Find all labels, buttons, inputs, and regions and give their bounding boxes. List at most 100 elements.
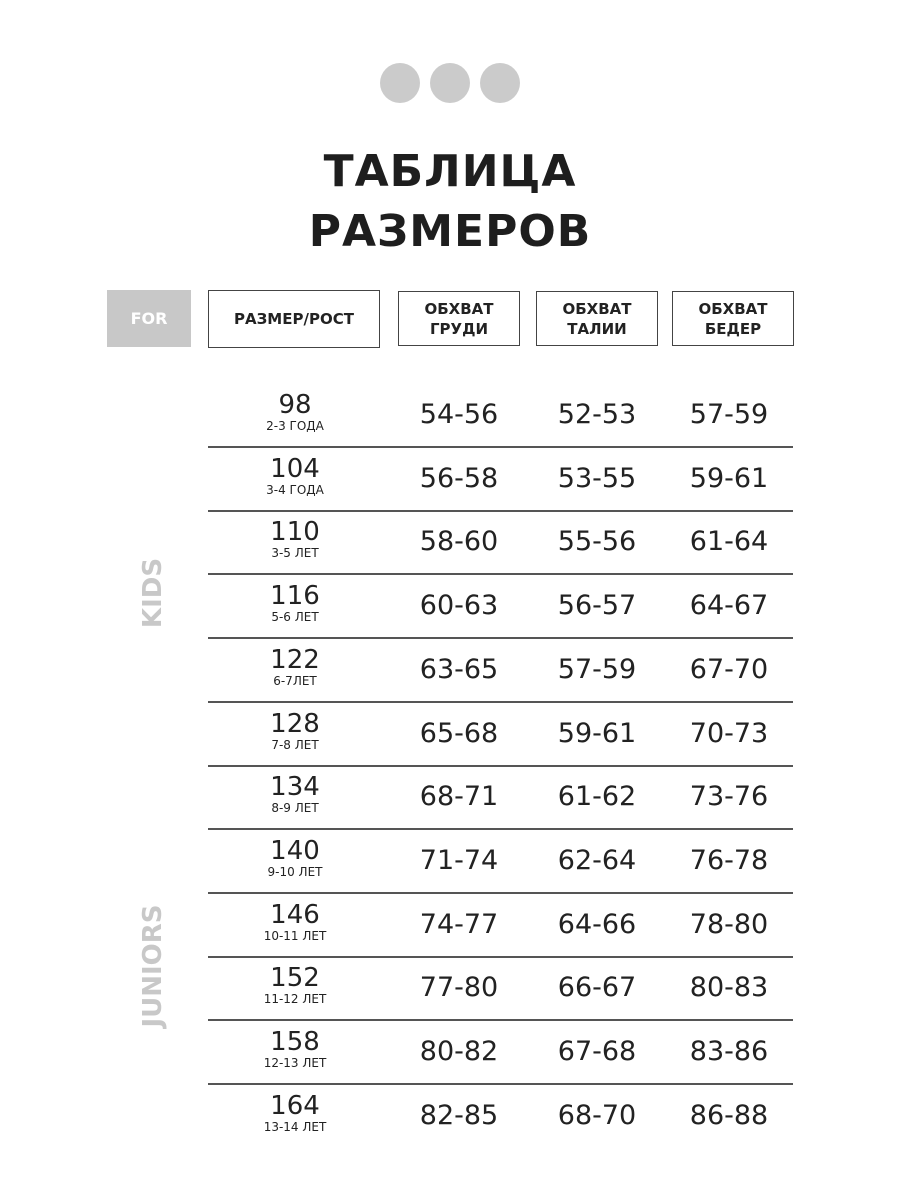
decorative-dot [380,63,420,103]
age-value: 5-6 ЛЕТ [271,610,319,625]
age-value: 11-12 ЛЕТ [263,992,327,1007]
waist-value: 62-64 [557,844,637,876]
chest-value: 56-58 [419,462,499,494]
hips-value: 78-80 [689,908,769,940]
waist-value: 57-59 [557,653,637,685]
waist-value: 53-55 [557,462,637,494]
size-cell: 122 6-7ЛЕТ [245,646,345,688]
table-row: 164 13-14 ЛЕТ 82-85 68-70 86-88 [208,1084,793,1147]
age-value: 9-10 ЛЕТ [267,864,323,879]
age-value: 3-5 ЛЕТ [271,546,319,561]
size-value: 104 [270,453,320,484]
age-value: 7-8 ЛЕТ [271,737,319,752]
header-waist-l1: ОБХВАТ [562,299,632,318]
header-chest-l2: ГРУДИ [429,319,489,338]
size-value: 152 [270,963,320,994]
hips-value: 64-67 [689,590,769,622]
waist-value: 61-62 [557,781,637,813]
hips-value: 57-59 [689,399,769,430]
waist-value: 56-57 [557,590,637,622]
waist-value: 52-53 [557,399,637,430]
decorative-dot [430,63,470,103]
size-cell: 152 11-12 ЛЕТ [245,964,345,1006]
size-value: 164 [270,1090,320,1121]
header-waist: ОБХВАТ ТАЛИИ [536,291,658,346]
age-value: 13-14 ЛЕТ [263,1119,327,1134]
page-title-line1: ТАБЛИЦА [323,146,577,197]
age-value: 8-9 ЛЕТ [271,801,319,816]
chest-value: 63-65 [419,653,499,685]
header-waist-l2: ТАЛИИ [567,319,627,338]
size-value: 128 [270,708,320,739]
hips-value: 61-64 [689,526,769,558]
hips-value: 73-76 [689,781,769,813]
decorative-dot [480,63,520,103]
header-chest: ОБХВАТ ГРУДИ [398,291,520,346]
chest-value: 58-60 [419,526,499,558]
chest-value: 77-80 [419,972,499,1004]
size-cell: 128 7-8 ЛЕТ [245,710,345,752]
table-row: 146 10-11 ЛЕТ 74-77 64-66 78-80 [208,893,793,958]
size-value: 146 [270,899,320,930]
table-row: 104 3-4 ГОДА 56-58 53-55 59-61 [208,447,793,512]
size-cell: 146 10-11 ЛЕТ [245,901,345,943]
age-value: 3-4 ГОДА [266,482,324,497]
hips-value: 59-61 [689,462,769,494]
table-row: 122 6-7ЛЕТ 63-65 57-59 67-70 [208,638,793,703]
hips-value: 80-83 [689,972,769,1004]
hips-value: 83-86 [689,1036,769,1067]
waist-value: 59-61 [557,717,637,749]
header-size: РАЗМЕР/РОСТ [208,290,380,348]
size-cell: 158 12-13 ЛЕТ [245,1028,345,1070]
header-hips-l1: ОБХВАТ [698,299,768,318]
chest-value: 54-56 [419,399,499,430]
header-size-label: РАЗМЕР/РОСТ [234,310,354,328]
size-cell: 134 8-9 ЛЕТ [245,773,345,815]
size-value: 140 [270,835,320,866]
table-row: 152 11-12 ЛЕТ 77-80 66-67 80-83 [208,956,793,1022]
size-value: 110 [270,517,320,548]
table-row: 134 8-9 ЛЕТ 68-71 61-62 73-76 [208,765,793,831]
header-hips: ОБХВАТ БЕДЕР [672,291,794,346]
size-value: 98 [278,390,312,420]
size-cell: 110 3-5 ЛЕТ [245,518,345,560]
header-chest-l1: ОБХВАТ [424,299,494,318]
age-value: 2-3 ГОДА [266,419,324,433]
chest-value: 60-63 [419,590,499,622]
table-row: 110 3-5 ЛЕТ 58-60 55-56 61-64 [208,510,793,576]
size-value: 134 [270,772,320,803]
waist-value: 66-67 [557,972,637,1004]
waist-value: 55-56 [557,526,637,558]
chest-value: 71-74 [419,844,499,876]
hips-value: 76-78 [689,844,769,876]
size-cell: 98 2-3 ГОДА [245,391,345,433]
hips-value: 67-70 [689,653,769,685]
hips-value: 86-88 [689,1099,769,1131]
chest-value: 65-68 [419,717,499,749]
hips-value: 70-73 [689,717,769,749]
table-row: 158 12-13 ЛЕТ 80-82 67-68 83-86 [208,1020,793,1085]
size-value: 158 [270,1027,320,1057]
waist-value: 68-70 [557,1099,637,1131]
waist-value: 67-68 [557,1036,637,1067]
page-title-line2: РАЗМЕРОВ [308,206,592,257]
chest-value: 82-85 [419,1099,499,1131]
table-row: 140 9-10 ЛЕТ 71-74 62-64 76-78 [208,829,793,894]
age-value: 10-11 ЛЕТ [263,928,327,943]
waist-value: 64-66 [557,908,637,940]
size-cell: 164 13-14 ЛЕТ [245,1092,345,1134]
table-row: 116 5-6 ЛЕТ 60-63 56-57 64-67 [208,574,793,640]
age-value: 12-13 ЛЕТ [263,1056,327,1070]
size-value: 116 [270,581,320,612]
chest-value: 80-82 [419,1036,499,1067]
table-row: 98 2-3 ГОДА 54-56 52-53 57-59 [208,383,793,448]
table-row: 128 7-8 ЛЕТ 65-68 59-61 70-73 [208,702,793,767]
chest-value: 68-71 [419,781,499,813]
group-label-kids: KIDS [138,557,168,629]
age-value: 6-7ЛЕТ [273,673,317,688]
header-hips-l2: БЕДЕР [704,319,762,338]
size-cell: 116 5-6 ЛЕТ [245,582,345,624]
size-cell: 140 9-10 ЛЕТ [245,837,345,879]
group-label-juniors: JUNIORS [138,904,168,1028]
size-value: 122 [270,644,320,675]
